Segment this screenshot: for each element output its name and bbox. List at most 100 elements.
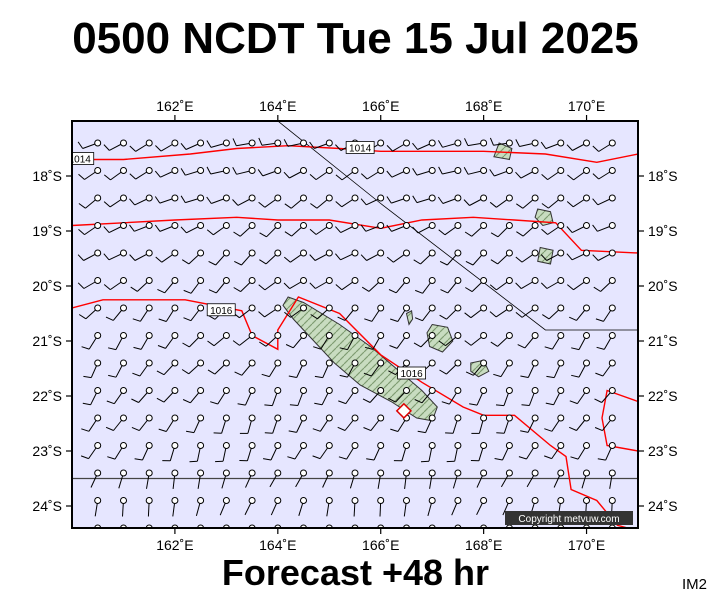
barb-station [505,442,513,449]
barb-station [403,277,410,284]
wind-barb [540,249,565,261]
barb-station [557,332,565,339]
lon-label-bottom: 168˚E [465,537,502,553]
barb-station [351,387,359,394]
barb-flag [103,201,111,208]
wind-barb [257,167,282,177]
barb-flag [338,400,346,405]
image-tag: IM2 [681,576,707,593]
lat-label-left: 21˚S [32,333,62,349]
wind-barb [403,469,410,489]
wind-barb [566,277,590,291]
barb-flag [544,455,552,460]
wind-barb [496,414,513,434]
barb-flag [567,174,574,181]
barb-flag [521,404,530,406]
wind-barb [313,332,333,350]
barb-station [583,167,590,174]
barb-station [120,167,127,174]
barb-station [325,442,333,449]
barb-station [505,414,513,422]
barb-flag [540,141,547,149]
barb-flag [210,401,218,405]
barb-flag [546,375,555,379]
barb-flag [264,432,273,434]
barb-flag [438,166,443,175]
wind-barb [129,139,153,152]
barb-station [145,222,153,229]
barb-flag [593,286,601,292]
barb-station [480,414,488,422]
barb-station [583,277,590,284]
barb-flag [288,430,297,433]
barb-station [377,277,385,284]
barb-station [197,469,205,477]
barb-station [222,139,230,147]
wind-barb [568,304,590,321]
barb-flag [465,287,473,293]
land-erromango [537,246,554,265]
barb-station [428,442,436,449]
barb-flag [515,139,520,147]
barb-station [505,332,513,339]
lon-label-top: 168˚E [465,98,502,114]
wind-barb [186,414,205,434]
barb-flag [156,370,165,376]
barb-station [377,469,385,477]
barb-station [557,249,565,257]
barb-station [274,222,282,229]
wind-barb [517,332,539,349]
wind-barb [596,332,616,350]
barb-flag [592,254,599,261]
wind-barb [464,138,488,147]
barb-station [94,469,102,477]
barb-station [197,414,205,422]
wind-barb [388,277,410,294]
wind-barb [520,359,539,378]
isobar-label-text: 1014 [349,144,372,155]
wind-barb [541,222,565,235]
wind-barb [489,277,513,291]
wind-barb [361,277,385,292]
barb-station [222,387,230,394]
wind-barb [595,304,616,322]
wind-barb [608,497,616,517]
location-marker [395,402,413,419]
wind-barb [571,332,590,351]
barb-station [197,167,205,174]
barb-flag [520,430,529,433]
barb-station [505,222,513,229]
barb-station [274,304,282,312]
barb-flag [570,456,579,460]
barb-station [300,442,307,449]
wind-barb [80,442,102,460]
wind-barb [118,469,127,489]
barb-flag [490,341,498,347]
barb-station [403,332,410,339]
isobar-label-box [345,141,375,154]
barb-station [531,497,539,504]
wind-barb [438,332,462,347]
barb-station [403,194,410,202]
barb-flag [592,198,599,206]
barb-station [222,469,230,477]
barb-station [325,249,333,257]
barb-station [428,277,436,284]
wind-barb [541,167,565,181]
barb-flag [362,398,371,403]
barb-station [274,414,282,422]
barb-station [222,497,230,504]
wind-barb [463,194,488,206]
barb-station [325,332,333,339]
barb-station [248,139,256,147]
barb-station [300,222,307,229]
barb-station [145,304,153,312]
wind-barb [210,387,230,405]
barb-station [94,332,102,339]
wind-barb [515,304,539,318]
barb-station [608,139,616,147]
land-ouvea [405,310,414,326]
wind-barb [439,359,462,375]
wind-barb [428,469,436,489]
barb-station [248,332,256,339]
